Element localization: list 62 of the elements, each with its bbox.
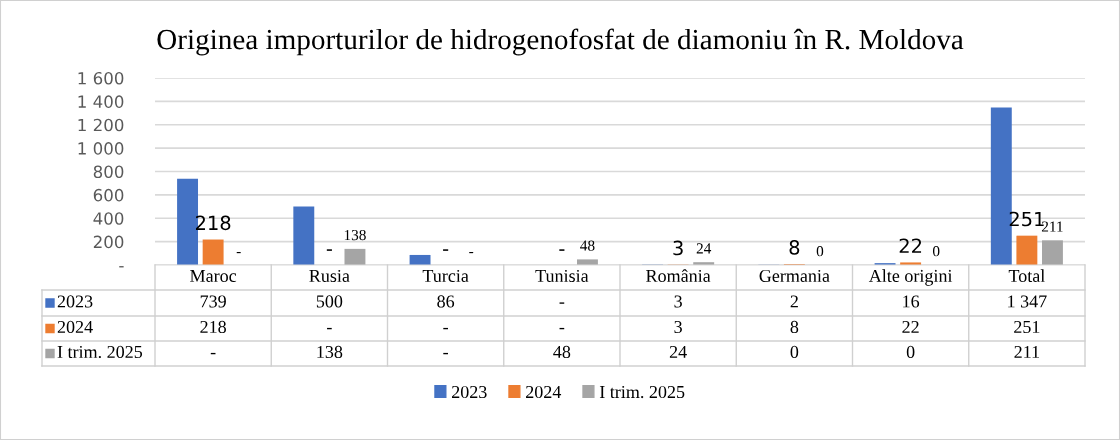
data-label: 24	[669, 345, 687, 358]
text: 8	[789, 240, 800, 255]
x-tick-label: România	[646, 269, 711, 283]
data-label: 22	[902, 320, 919, 333]
data-label: 0	[790, 345, 799, 359]
text: -	[326, 249, 332, 251]
text: 2024	[57, 320, 93, 334]
legend-label: 2024	[526, 385, 562, 399]
text: 138	[344, 229, 366, 241]
data-label: 211	[1014, 345, 1039, 358]
text: -	[443, 249, 449, 251]
x-tick-label: Alte origini	[868, 269, 953, 286]
x-tick-label: Rusia	[309, 269, 350, 283]
data-label: 0	[906, 345, 915, 359]
legend-label: I trim. 2025	[599, 385, 685, 399]
x-tick-label: Germania	[759, 269, 830, 283]
legend-label: 2023	[57, 295, 93, 308]
y-tick-label: 1 400	[78, 95, 124, 108]
data-label: 218	[200, 320, 226, 334]
y-tick-label: 600	[93, 188, 124, 202]
y-tick-label: -	[119, 266, 124, 268]
text: -	[469, 252, 474, 254]
data-label: -	[443, 327, 448, 330]
data-label: 3	[674, 295, 682, 308]
data-label: 1 347	[1008, 295, 1047, 308]
data-label: 739	[200, 295, 226, 308]
data-label: 3	[674, 320, 682, 334]
text: 211	[1041, 221, 1063, 232]
data-label: 500	[316, 295, 343, 308]
y-tick-label: 400	[93, 212, 124, 225]
chart-title: Originea importurilor de hidrogenofosfat de diamoniu în R. Moldova	[157, 28, 964, 56]
text: -	[236, 252, 241, 254]
x-tick-label: Turcia	[422, 269, 469, 283]
text: 0	[816, 246, 824, 257]
data-label: -	[443, 352, 448, 355]
text: I trim. 2025	[57, 345, 143, 359]
data-label: 16	[903, 295, 920, 308]
y-tick-label: 200	[93, 235, 124, 249]
x-tick-label: Maroc	[190, 270, 237, 283]
y-tick-label: 1 000	[78, 142, 124, 155]
y-tick-label: 800	[93, 165, 124, 179]
text: 24	[696, 243, 712, 254]
data-label: 2	[790, 295, 798, 308]
text: 2023	[452, 385, 487, 399]
data-label: -	[210, 352, 216, 355]
data-label: -	[559, 327, 565, 330]
text: -	[559, 249, 565, 251]
text: 22	[899, 238, 922, 253]
y-tick-label: 1 600	[78, 71, 124, 85]
text: 3	[673, 240, 683, 256]
text: 0	[932, 246, 940, 257]
data-label: 138	[317, 345, 343, 359]
data-label: -	[559, 302, 565, 304]
y-tick-label: 1 200	[78, 118, 124, 132]
data-label: 48	[553, 345, 571, 359]
data-label: -	[327, 327, 332, 330]
data-label: 86	[437, 295, 455, 308]
text: 48	[580, 240, 595, 251]
x-tick-label: Tunisia	[535, 269, 589, 283]
x-tick-label: Total	[1008, 269, 1045, 283]
data-label: 8	[790, 320, 799, 334]
data-label: 251	[1014, 320, 1040, 334]
